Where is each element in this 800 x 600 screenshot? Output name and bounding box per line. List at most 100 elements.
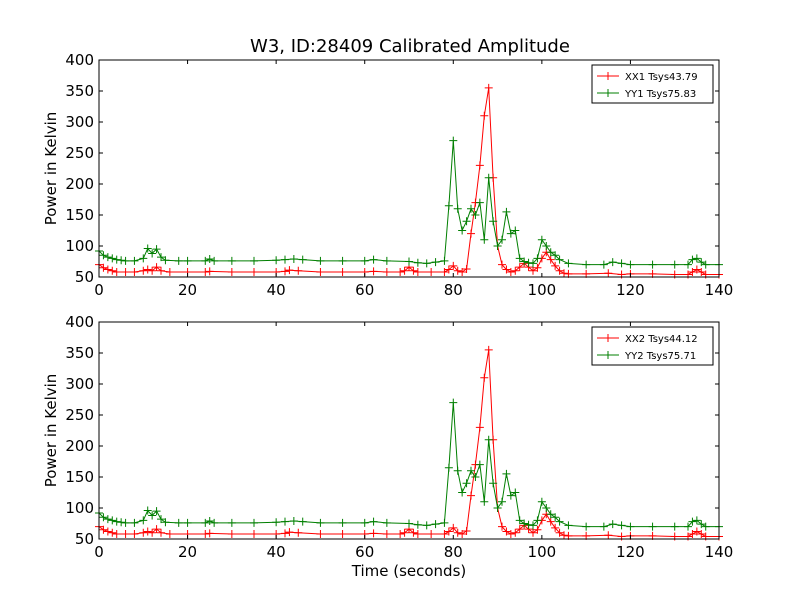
y-tick-label: 200 <box>65 437 94 455</box>
data-point <box>130 530 139 539</box>
series-line <box>98 349 719 538</box>
data-point <box>316 530 325 539</box>
data-point <box>560 269 568 278</box>
data-point <box>515 525 524 534</box>
data-point <box>382 256 391 265</box>
x-tick-label: 40 <box>267 281 286 299</box>
data-point <box>449 398 458 407</box>
x-tick-label: 0 <box>94 281 104 299</box>
data-point <box>529 528 537 537</box>
y-tick-label: 400 <box>65 51 94 69</box>
data-point <box>409 528 418 537</box>
data-point <box>582 260 591 269</box>
data-point <box>422 521 431 530</box>
data-point <box>99 251 108 260</box>
data-point <box>475 161 484 170</box>
data-point <box>272 518 281 527</box>
y-tick-label: 100 <box>65 237 94 255</box>
data-point <box>475 423 484 432</box>
data-point <box>493 242 502 250</box>
data-point <box>440 268 449 277</box>
data-point <box>148 511 157 520</box>
data-point <box>298 255 307 264</box>
series-line <box>98 140 719 266</box>
data-point <box>157 266 165 275</box>
data-point <box>471 211 480 219</box>
data-point <box>670 260 679 269</box>
legend-box <box>591 64 714 104</box>
data-point <box>338 530 347 539</box>
data-point <box>560 531 568 540</box>
data-point <box>648 522 657 531</box>
y-tick-label: 300 <box>65 375 94 393</box>
data-point <box>99 513 108 522</box>
data-point <box>108 254 117 263</box>
data-point <box>281 529 289 538</box>
data-point <box>369 255 378 264</box>
data-point <box>453 204 462 213</box>
panel-1: 0 20 40 60 80 100 120 140 50 100 150 200 250 300 350 40… <box>42 51 733 299</box>
data-point <box>444 463 453 472</box>
data-point <box>502 207 511 216</box>
data-point <box>99 263 108 272</box>
data-point <box>506 491 515 500</box>
data-point <box>161 256 170 265</box>
data-point <box>449 261 458 270</box>
legend-label: YY2 Tsys75.71 <box>624 351 696 362</box>
data-point <box>480 111 489 120</box>
data-point <box>555 517 564 526</box>
data-point <box>506 229 515 238</box>
data-point <box>117 256 126 265</box>
series-line <box>98 87 719 276</box>
data-point <box>121 530 130 539</box>
data-point <box>511 266 520 275</box>
data-point <box>210 518 219 527</box>
data-point <box>444 201 453 210</box>
data-point <box>201 530 210 539</box>
data-point <box>148 528 157 537</box>
x-tick-label: 140 <box>705 281 734 299</box>
panel-2: 0 20 40 60 80 100 120 140 50 100 150 200 250 300 350 40… <box>42 313 733 580</box>
data-point <box>143 265 152 274</box>
legend-marker <box>604 89 612 97</box>
data-point <box>551 261 560 270</box>
y-axis-label: Power in Kelvin <box>42 112 60 226</box>
data-point <box>626 522 635 531</box>
data-point <box>382 268 391 277</box>
data-point <box>542 242 551 250</box>
data-point <box>143 244 152 253</box>
series-2 <box>95 398 723 531</box>
data-point <box>285 266 294 275</box>
data-point <box>498 260 506 269</box>
data-point <box>413 258 422 267</box>
data-point <box>604 269 613 278</box>
data-point <box>502 527 511 536</box>
data-point <box>281 255 289 264</box>
data-point <box>498 235 506 244</box>
x-tick-label: 40 <box>267 543 286 561</box>
data-point <box>161 518 170 527</box>
data-point <box>316 256 325 265</box>
data-point <box>692 527 701 536</box>
data-point <box>338 268 347 277</box>
data-point <box>533 525 542 534</box>
data-point <box>692 265 701 274</box>
data-point <box>511 528 520 537</box>
data-point <box>405 257 413 266</box>
data-point <box>157 528 165 537</box>
data-point <box>524 520 533 529</box>
data-point <box>112 268 121 277</box>
data-point <box>108 528 117 537</box>
y-tick-label: 50 <box>75 530 94 548</box>
data-point <box>382 530 391 539</box>
data-point <box>227 268 236 277</box>
data-point <box>515 516 524 525</box>
data-point <box>458 488 467 497</box>
data-point <box>369 267 378 276</box>
data-point <box>648 260 657 269</box>
data-point <box>697 268 706 277</box>
data-point <box>475 198 484 207</box>
data-point <box>201 268 210 277</box>
data-point <box>183 256 192 265</box>
data-point <box>139 528 148 537</box>
